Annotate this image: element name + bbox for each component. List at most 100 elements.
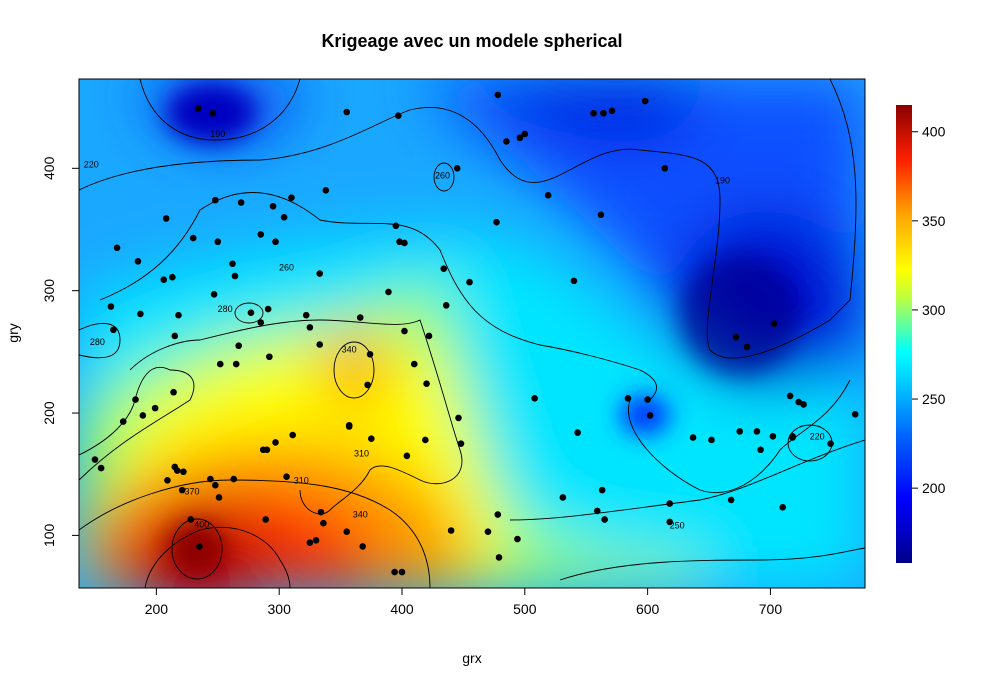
data-point (272, 238, 279, 246)
data-point (175, 311, 182, 319)
contour-label: 340 (342, 344, 357, 354)
chart-title: Krigeage avec un modele spherical (321, 31, 622, 51)
data-point (598, 486, 606, 494)
data-point (455, 414, 462, 422)
contour-labels: 190 190 220 260 260 280 280 340 310 310 340 370 400 2… (84, 129, 825, 531)
contour-label: 250 (670, 521, 685, 531)
data-point (521, 130, 529, 138)
data-point (322, 187, 330, 194)
colorbar-gradient (896, 105, 912, 563)
y-tick-label: 200 (41, 401, 57, 425)
data-point (151, 404, 159, 412)
y-tick-label: 400 (41, 156, 57, 180)
data-point (484, 528, 492, 536)
data-point (466, 278, 473, 286)
data-point (559, 494, 567, 501)
data-point (516, 134, 524, 142)
contour-label: 310 (354, 448, 369, 458)
data-point (689, 434, 697, 441)
data-point (770, 320, 778, 328)
contour-label: 310 (294, 475, 309, 485)
data-point (266, 353, 273, 361)
data-point (210, 291, 218, 298)
data-point (494, 91, 502, 99)
data-point (194, 105, 202, 112)
data-point (385, 288, 392, 296)
data-point (212, 481, 219, 489)
data-point (601, 516, 608, 523)
contour-label: 190 (210, 129, 225, 139)
data-point (827, 440, 834, 447)
data-point (708, 436, 715, 444)
data-point (272, 439, 279, 446)
data-point (493, 218, 500, 226)
contour-label: 400 (194, 519, 209, 529)
data-point (247, 309, 255, 316)
data-point (600, 109, 607, 117)
data-point (180, 468, 187, 476)
data-point (457, 440, 465, 447)
data-point (608, 107, 616, 115)
data-point (113, 244, 121, 252)
data-point (757, 446, 764, 454)
data-point (531, 395, 538, 402)
data-point (544, 191, 552, 199)
data-point (753, 428, 761, 435)
data-point (359, 543, 366, 550)
data-point (119, 418, 127, 425)
data-point (160, 276, 168, 283)
data-point (732, 333, 740, 341)
colorbar-tick-label: 400 (922, 124, 946, 140)
data-point (644, 396, 651, 403)
data-point (366, 351, 374, 358)
data-point (391, 568, 398, 576)
x-tick-label: 500 (513, 601, 537, 617)
data-point (316, 341, 324, 348)
data-point (312, 536, 320, 544)
data-point (398, 568, 406, 576)
heatmap-field: 190 190 220 260 260 280 280 340 310 310 340 370 400 2… (79, 79, 865, 588)
data-point (170, 388, 177, 396)
data-point (503, 138, 510, 145)
data-point (514, 535, 521, 543)
data-point (212, 196, 219, 204)
x-axis: 200 300 400 500 600 700 (145, 587, 782, 617)
data-point (442, 302, 450, 309)
data-point (440, 265, 448, 272)
data-point (317, 508, 325, 516)
data-point (137, 310, 144, 318)
data-point (666, 500, 674, 507)
data-point (666, 518, 674, 526)
data-points (91, 91, 859, 576)
data-point (786, 392, 794, 400)
data-point (134, 258, 142, 265)
data-point (422, 436, 429, 444)
data-point (209, 109, 217, 117)
contour-label: 280 (218, 304, 233, 314)
colorbar-tick-label: 300 (922, 302, 946, 318)
data-point (162, 215, 170, 222)
contour-label: 280 (90, 337, 105, 347)
data-point (97, 464, 105, 472)
data-point (257, 319, 265, 326)
contour-label: 260 (435, 171, 450, 181)
data-point (410, 360, 418, 368)
x-tick-label: 300 (268, 601, 292, 617)
data-point (235, 342, 242, 350)
data-point (215, 494, 223, 501)
data-point (800, 401, 807, 408)
data-point (283, 473, 290, 480)
data-point (401, 327, 408, 335)
data-point (171, 332, 179, 340)
data-point (395, 112, 402, 120)
data-point (264, 305, 272, 313)
data-point (727, 496, 735, 504)
data-point (447, 527, 455, 534)
data-point (597, 211, 605, 219)
data-point (495, 554, 503, 561)
data-point (288, 194, 295, 201)
data-point (316, 270, 324, 277)
data-point (173, 467, 181, 474)
data-point (107, 303, 115, 310)
colorbar: 200 250 300 350 400 (896, 105, 946, 563)
